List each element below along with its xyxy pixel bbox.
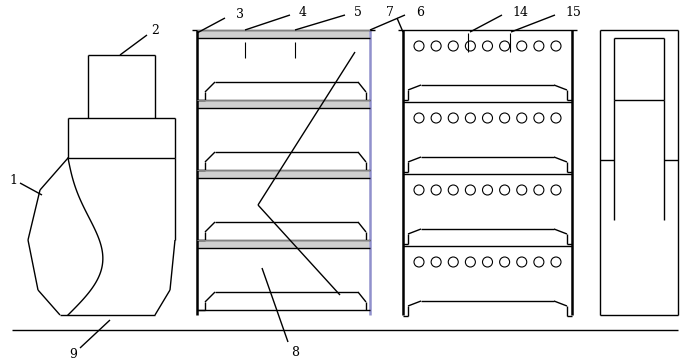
Bar	[198, 240, 369, 248]
Text: 14: 14	[512, 5, 528, 19]
Bar	[198, 100, 369, 108]
Text: 5: 5	[354, 5, 362, 19]
Text: 2: 2	[151, 24, 159, 36]
Text: 3: 3	[236, 8, 244, 20]
Text: 1: 1	[9, 174, 17, 186]
Bar	[198, 170, 369, 178]
Text: 8: 8	[291, 345, 299, 359]
Text: 4: 4	[299, 5, 307, 19]
Text: 6: 6	[416, 5, 424, 19]
Text: 15: 15	[565, 5, 581, 19]
Bar	[198, 30, 369, 38]
Text: 7: 7	[386, 7, 394, 20]
Text: 9: 9	[69, 348, 77, 361]
